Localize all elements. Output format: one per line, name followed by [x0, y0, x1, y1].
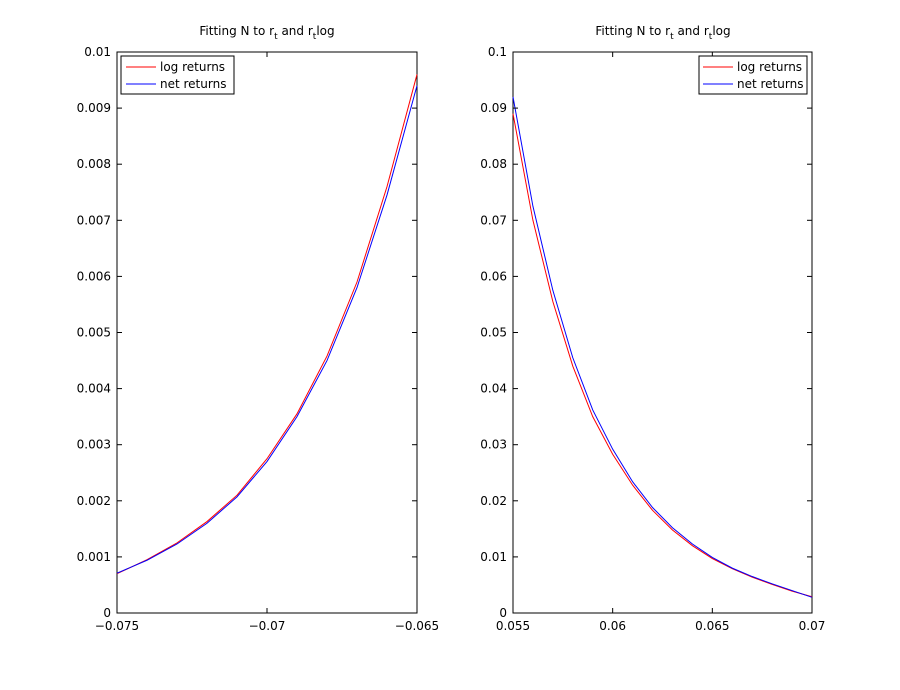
left-series-line-log-returns — [116, 74, 418, 575]
right-y-tick-label: 0.05 — [480, 326, 507, 340]
right-title-end: log — [712, 24, 730, 38]
left-legend[interactable]: log returns net returns — [120, 55, 235, 95]
left-chart-title: Fitting N to rt and rtlog — [199, 24, 334, 42]
right-series-line-log-returns — [512, 113, 813, 598]
left-series-line-net-returns — [116, 85, 418, 574]
right-legend-label-log-returns: log returns — [737, 60, 802, 74]
left-title-sub2: t — [313, 32, 317, 42]
right-tick-group: 0.055 0.06 0.065 0.07 0 0.01 0.02 0.03 0.04 0.05 0… — [480, 45, 825, 633]
right-plot-area — [512, 51, 813, 614]
left-y-tick-label: 0.007 — [77, 213, 111, 227]
left-legend-label-log-returns: log returns — [160, 60, 225, 74]
left-y-tick-label: 0.01 — [84, 45, 111, 59]
right-title-main: Fitting N to r — [595, 24, 670, 38]
left-x-tick-label: −0.075 — [95, 619, 139, 633]
left-y-tick-label: 0.009 — [77, 101, 111, 115]
right-y-tick-label: 0.03 — [480, 438, 507, 452]
left-y-tick-label: 0.001 — [77, 550, 111, 564]
left-y-tick-label: 0.003 — [77, 438, 111, 452]
right-y-tick-label: 0.02 — [480, 494, 507, 508]
left-title-mid: and r — [278, 24, 313, 38]
left-y-tick-label: 0.002 — [77, 494, 111, 508]
left-series-group — [116, 74, 418, 575]
right-y-tick-label: 0.08 — [480, 157, 507, 171]
right-series-group — [512, 96, 813, 598]
right-y-tick-label: 0.01 — [480, 550, 507, 564]
left-title-end: log — [316, 24, 334, 38]
right-x-tick-label: 0.07 — [799, 619, 826, 633]
left-y-tick-label: 0.005 — [77, 326, 111, 340]
right-y-tick-label: 0.04 — [480, 382, 507, 396]
right-title-sub2: t — [709, 32, 713, 42]
right-legend-label-net-returns: net returns — [737, 77, 803, 91]
right-chart-title: Fitting N to rt and rtlog — [595, 24, 730, 42]
right-legend-box — [698, 55, 808, 95]
left-y-tick-label: 0.004 — [77, 382, 111, 396]
left-subplot: Fitting N to rt and rtlog −0.075 −0.07 −0.… — [77, 24, 440, 633]
right-x-tick-label: 0.065 — [695, 619, 729, 633]
right-x-tick-label: 0.055 — [496, 619, 530, 633]
left-plot-area — [116, 51, 418, 614]
left-title-main: Fitting N to r — [199, 24, 274, 38]
right-y-tick-label: 0.06 — [480, 269, 507, 283]
right-legend[interactable]: log returns net returns — [698, 55, 808, 95]
right-y-tick-label: 0.1 — [488, 45, 507, 59]
right-title-mid: and r — [674, 24, 709, 38]
left-y-tick-label: 0.008 — [77, 157, 111, 171]
left-y-tick-label: 0 — [103, 606, 111, 620]
right-y-tick-label: 0.07 — [480, 213, 507, 227]
left-y-tick-label: 0.006 — [77, 269, 111, 283]
right-x-tick-label: 0.06 — [599, 619, 626, 633]
left-x-tick-label: −0.065 — [395, 619, 439, 633]
right-subplot: Fitting N to rt and rtlog 0.055 0.06 0.065… — [480, 24, 825, 633]
right-title-sub1: t — [670, 32, 674, 42]
right-y-tick-label: 0 — [499, 606, 507, 620]
left-tick-group: −0.075 −0.07 −0.065 0 0.001 0.002 0.003 0.004 0.… — [77, 45, 440, 633]
right-series-line-net-returns — [512, 96, 813, 598]
left-legend-label-net-returns: net returns — [160, 77, 226, 91]
left-x-tick-label: −0.07 — [249, 619, 286, 633]
left-legend-box — [120, 55, 235, 95]
right-y-tick-label: 0.09 — [480, 101, 507, 115]
left-title-sub1: t — [274, 32, 278, 42]
